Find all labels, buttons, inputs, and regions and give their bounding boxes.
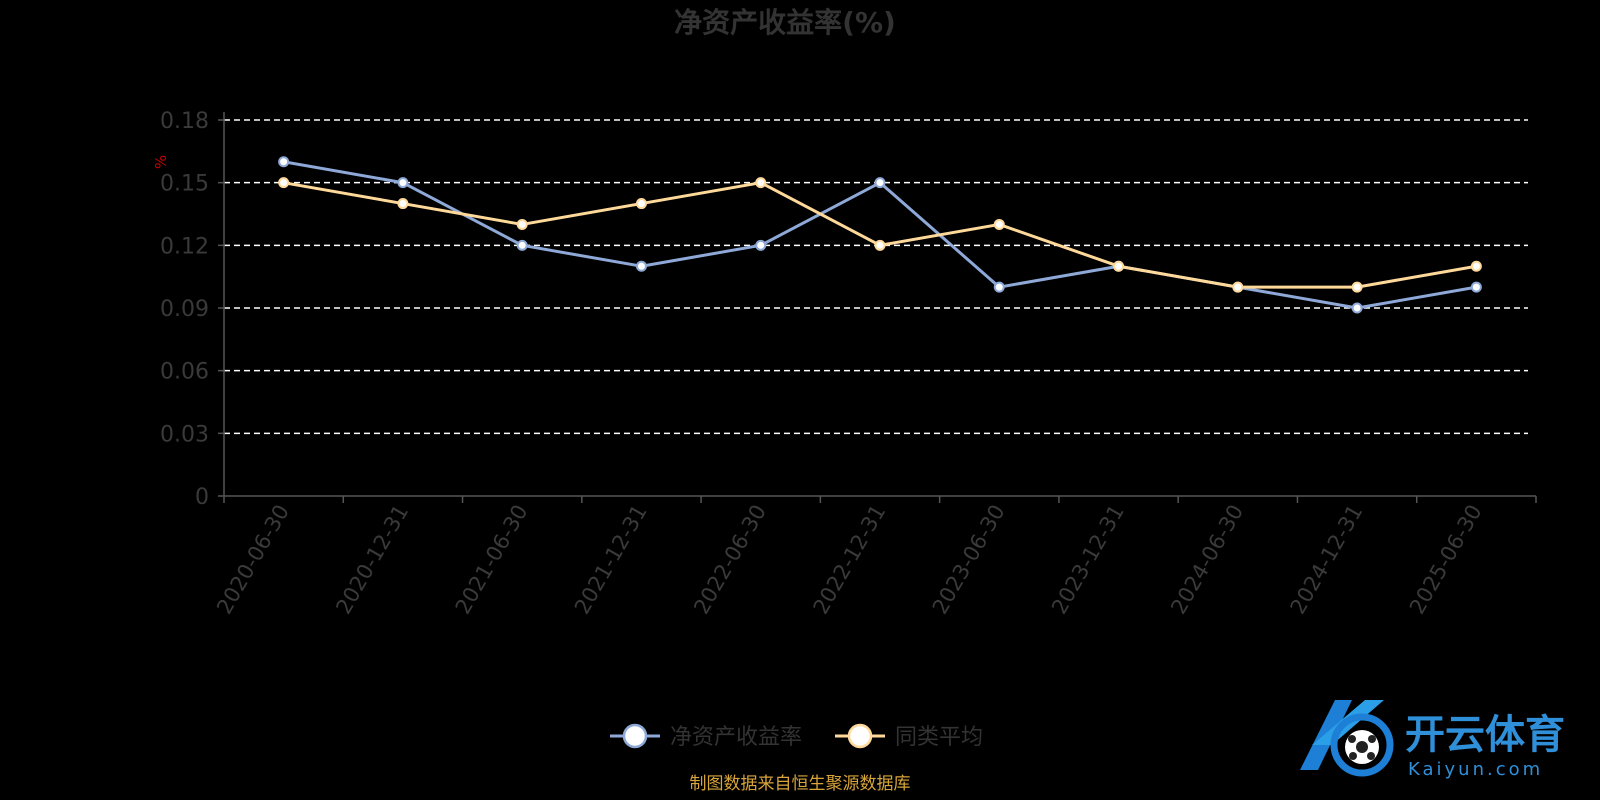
x-tick-label-0: 2020-06-30 [212,501,294,619]
x-tick-label-4: 2022-06-30 [689,501,771,619]
series-0-point-1[interactable] [397,177,409,189]
legend-swatch-marker-1 [847,723,873,749]
y-tick-label-3: 0.09 [160,297,209,322]
x-tick-label-2: 2021-06-30 [451,501,533,619]
x-tick-label-10: 2025-06-30 [1405,501,1487,619]
legend-label-1: 同类平均 [895,725,983,750]
y-tick-label-1: 0.03 [160,422,209,447]
series-1-point-5[interactable] [874,239,886,251]
y-tick-label-0: 0 [195,485,209,510]
x-tick-label-6: 2023-06-30 [928,501,1010,619]
series-1-point-4[interactable] [755,177,767,189]
legend-item-1[interactable]: 同类平均 [835,723,983,750]
series-1-point-9[interactable] [1351,281,1363,293]
y-axis-unit: % [152,155,170,169]
series-1-point-0[interactable] [278,177,290,189]
series-1-point-1[interactable] [397,198,409,210]
series-0-point-9[interactable] [1351,302,1363,314]
series-1-point-6[interactable] [993,218,1005,230]
x-tick-label-9: 2024-12-31 [1286,501,1368,619]
x-tick-label-7: 2023-12-31 [1047,501,1129,619]
y-axis-ticks: 0 0.03 0.06 0.09 0.12 0.15 0.18 [160,109,224,510]
series-0-point-2[interactable] [516,239,528,251]
axes [223,112,1536,497]
watermark-brand-en: Kaiyun.com [1408,759,1543,780]
series-0-point-10[interactable] [1470,281,1482,293]
y-tick-label-6: 0.18 [160,109,209,134]
series-1-point-3[interactable] [635,198,647,210]
grid-lines [224,119,1528,435]
x-tick-label-8: 2024-06-30 [1166,501,1248,619]
chart-title: 净资产收益率(%) [674,6,896,39]
data-source-note: 制图数据来自恒生聚源数据库 [690,774,911,794]
watermark-brand-cn: 开云体育 [1405,712,1565,758]
series-1-point-7[interactable] [1113,260,1125,272]
y-tick-label-2: 0.06 [160,360,209,385]
y-tick-label-5: 0.15 [160,172,209,197]
series-line-1 [283,181,1477,289]
y-tick-label-4: 0.12 [160,234,209,259]
series-1-point-2[interactable] [516,218,528,230]
legend-label-0: 净资产收益率 [670,725,802,750]
series-group [278,156,1482,314]
series-0-point-5[interactable] [874,177,886,189]
series-0-point-4[interactable] [755,239,767,251]
legend-item-0[interactable]: 净资产收益率 [610,723,802,750]
x-axis-ticks: 2020-06-30 2020-12-31 2021-06-30 2021-12-31… [212,496,1537,619]
x-tick-label-5: 2022-12-31 [809,501,891,619]
series-1-point-10[interactable] [1470,260,1482,272]
series-1-point-8[interactable] [1232,281,1244,293]
series-0-point-0[interactable] [278,156,290,168]
x-tick-label-1: 2020-12-31 [331,500,413,618]
series-0-point-3[interactable] [635,260,647,272]
legend[interactable]: 净资产收益率 同类平均 [610,723,983,750]
kaiyun-logo-icon [1300,700,1394,777]
series-0-point-6[interactable] [993,281,1005,293]
legend-swatch-marker-0 [622,723,648,749]
x-tick-label-3: 2021-12-31 [570,501,652,619]
